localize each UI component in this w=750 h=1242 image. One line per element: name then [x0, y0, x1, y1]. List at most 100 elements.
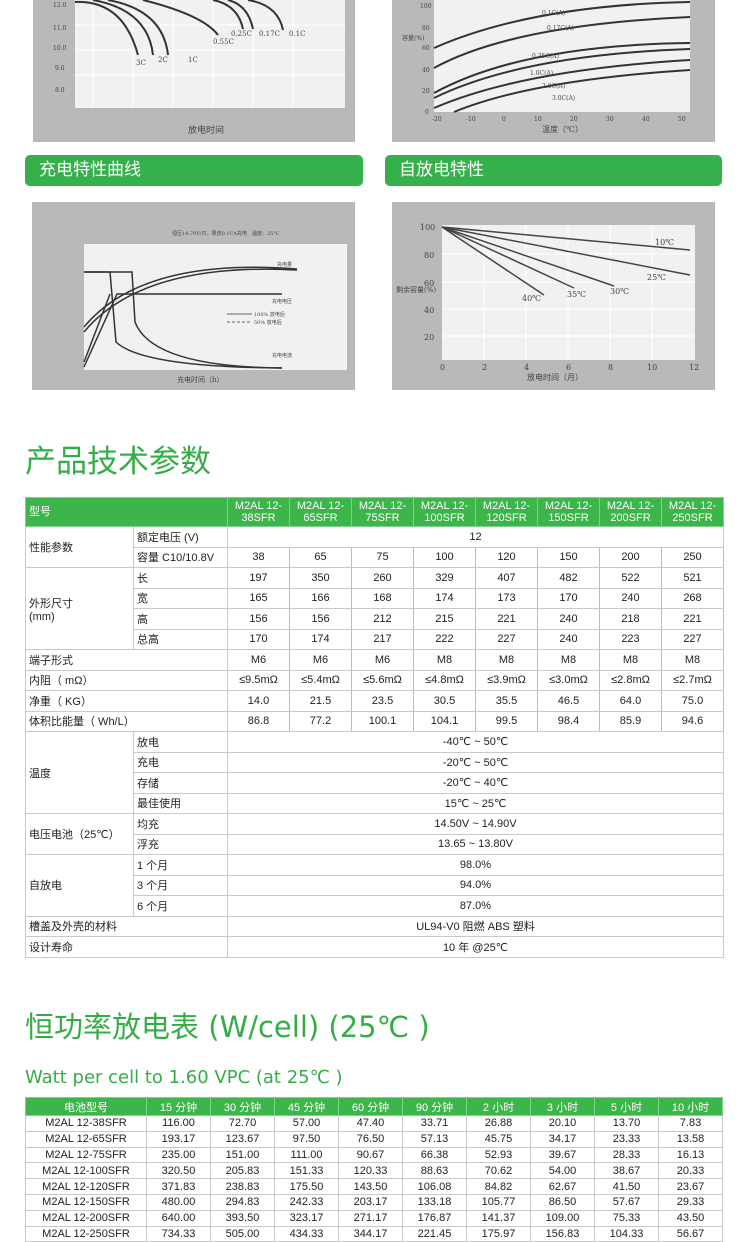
- sub-label: 充电: [133, 751, 228, 773]
- value-cell: 168: [351, 587, 414, 609]
- header-cell: 45 分钟: [274, 1097, 339, 1116]
- spec-title: 产品技术参数: [25, 444, 211, 480]
- table-row: 温度 放电 -40℃ ~ 50℃: [25, 731, 724, 814]
- value-cell: 23.5: [351, 690, 414, 712]
- group-label: 端子形式: [25, 649, 228, 671]
- curve-label: 0.55C: [213, 38, 234, 46]
- value-cell: 26.88: [466, 1115, 531, 1132]
- value-cell: 75: [351, 546, 414, 568]
- curve-label: 25℃: [647, 273, 666, 282]
- y-tick: 20: [422, 88, 430, 95]
- value-cell: 175.50: [274, 1178, 339, 1195]
- value-cell: 28.33: [594, 1146, 659, 1164]
- y-tick: 11.0: [53, 25, 67, 32]
- value-cell: 260: [351, 567, 414, 589]
- value-cell: 176.87: [402, 1209, 467, 1227]
- value-cell: 294.83: [210, 1193, 275, 1211]
- x-tick: 10: [534, 116, 542, 123]
- value-cell: 30.5: [413, 690, 476, 712]
- model-header: M2AL 12- 250SFR: [661, 497, 724, 527]
- value-cell: 156: [227, 608, 290, 630]
- curve-label: 0.35C(A): [532, 53, 559, 60]
- value-cell: 43.50: [658, 1209, 723, 1227]
- sub-label: 最佳使用: [133, 792, 228, 814]
- header-cell: 90 分钟: [402, 1097, 467, 1116]
- value-cell: 480.00: [146, 1193, 211, 1211]
- x-tick: 10: [647, 363, 657, 372]
- value-cell: 33.71: [402, 1115, 467, 1132]
- y-tick: 60: [422, 45, 430, 52]
- value-cell: 329: [413, 567, 476, 589]
- merged-value: 98.0%: [227, 854, 724, 876]
- table-row: M2AL 12-65SFR 193.17 123.67 97.50 76.50 57.13…: [25, 1130, 723, 1148]
- value-cell: 173: [475, 587, 538, 609]
- sub-label: 放电: [133, 731, 228, 753]
- value-cell: 205.83: [210, 1162, 275, 1180]
- value-cell: 46.5: [537, 690, 600, 712]
- value-cell: 39.67: [530, 1146, 595, 1164]
- value-cell: 221.45: [402, 1225, 467, 1242]
- model-cell: M2AL 12-120SFR: [25, 1178, 147, 1195]
- value-cell: ≤3.0mΩ: [537, 669, 600, 691]
- value-cell: 143.50: [338, 1178, 403, 1195]
- value-cell: 106.08: [402, 1178, 467, 1195]
- table-row: M2AL 12-150SFR 480.00 294.83 242.33 203.17 13…: [25, 1193, 723, 1211]
- value-cell: 240: [537, 628, 600, 650]
- legend-entry: 100% 放电后: [254, 311, 285, 318]
- value-cell: 170: [227, 628, 290, 650]
- header-cell: 3 小时: [530, 1097, 595, 1116]
- model-header: M2AL 12- 200SFR: [599, 497, 662, 527]
- value-cell: 240: [599, 587, 662, 609]
- value-cell: M8: [599, 649, 662, 671]
- value-cell: 151.33: [274, 1162, 339, 1180]
- y-tick: 40: [422, 67, 430, 74]
- sub-label: 长: [133, 567, 228, 589]
- y-tick: 20: [424, 333, 434, 342]
- model-header: M2AL 12- 150SFR: [537, 497, 600, 527]
- y-tick: 8.0: [55, 87, 65, 94]
- power-title: 恒功率放电表 (W/cell) (25℃ ): [25, 1010, 430, 1044]
- value-cell: 116.00: [146, 1115, 211, 1132]
- group-label: 电压电池（25℃）: [25, 813, 134, 855]
- curve-label: 10℃: [655, 238, 674, 247]
- value-cell: M8: [413, 649, 476, 671]
- value-cell: 271.17: [338, 1209, 403, 1227]
- merged-value: 14.50V ~ 14.90V: [227, 813, 724, 835]
- power-table: 电池型号 15 分钟 30 分钟 45 分钟 60 分钟 90 分钟 2 小时 3 小时 5 小…: [25, 1097, 723, 1242]
- spec-table: 型号 M2AL 12- 38SFR M2AL 12- 65SFR M2AL 12- 75SF…: [25, 497, 724, 958]
- value-cell: 35.5: [475, 690, 538, 712]
- value-cell: ≤4.8mΩ: [413, 669, 476, 691]
- section-bar-self-discharge: 自放电特性: [385, 155, 722, 186]
- value-cell: 344.17: [338, 1225, 403, 1242]
- header-cell: 5 小时: [594, 1097, 659, 1116]
- value-cell: ≤2.7mΩ: [661, 669, 724, 691]
- x-tick: 40: [642, 116, 650, 123]
- value-cell: 85.9: [599, 710, 662, 732]
- value-cell: ≤5.6mΩ: [351, 669, 414, 691]
- model-cell: M2AL 12-75SFR: [25, 1146, 147, 1164]
- value-cell: 65: [289, 546, 352, 568]
- y-tick: 0: [425, 109, 429, 116]
- merged-value: 12: [227, 526, 724, 548]
- value-cell: 120.33: [338, 1162, 403, 1180]
- value-cell: 222: [413, 628, 476, 650]
- curve-label: 3C: [136, 59, 146, 67]
- header-cell: 60 分钟: [338, 1097, 403, 1116]
- sub-label: 浮充: [133, 833, 228, 855]
- value-cell: 76.50: [338, 1130, 403, 1148]
- x-axis-label: 温度（℃）: [542, 124, 583, 134]
- value-cell: 200: [599, 546, 662, 568]
- sub-label: 容量 C10/10.8V: [133, 546, 228, 568]
- y-axis-label: 剩余容量(%): [396, 285, 436, 294]
- y-tick: 100: [420, 223, 435, 232]
- self-discharge-chart: 10℃ 25℃ 30℃ 35℃ 40℃ 100 80 60 40 20 0 2 …: [392, 202, 715, 390]
- x-tick: 0: [440, 363, 445, 372]
- y-tick: 12.0: [53, 2, 67, 9]
- table-row: M2AL 12-120SFR 371.83 238.83 175.50 143.50 10…: [25, 1178, 723, 1195]
- value-cell: 212: [351, 608, 414, 630]
- value-cell: 56.67: [658, 1225, 723, 1242]
- value-cell: 104.1: [413, 710, 476, 732]
- value-cell: 45.75: [466, 1130, 531, 1148]
- merged-value: UL94-V0 阻燃 ABS 塑料: [227, 915, 724, 937]
- value-cell: 111.00: [274, 1146, 339, 1164]
